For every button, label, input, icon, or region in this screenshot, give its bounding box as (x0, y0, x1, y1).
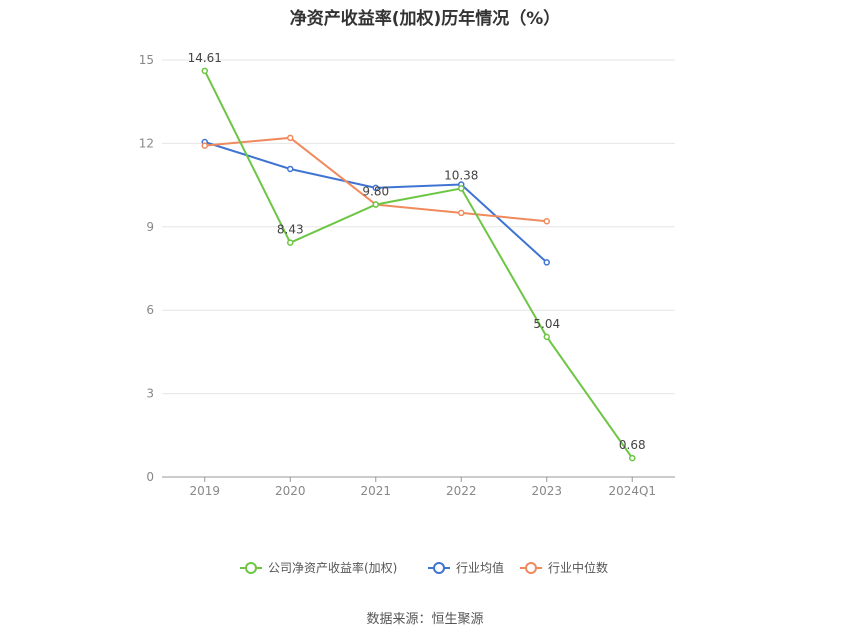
legend: 公司净资产收益率(加权) 行业均值 行业中位数 (240, 560, 608, 575)
data-label: 8.43 (277, 223, 304, 237)
legend-swatch-marker (245, 562, 257, 574)
legend-swatch-marker (433, 562, 445, 574)
data-point (201, 67, 208, 75)
y-tick-label: 0 (146, 470, 154, 484)
y-tick-label: 15 (139, 53, 154, 67)
data-point (543, 217, 550, 225)
data-label: 5.04 (533, 317, 560, 331)
x-tick-label: 2021 (360, 484, 391, 498)
data-point (372, 184, 379, 192)
data-point (201, 142, 208, 149)
data-label: 14.61 (188, 51, 222, 65)
grid-lines (162, 59, 675, 395)
series-line (204, 136, 547, 223)
source-note: 数据来源：恒生聚源 (366, 612, 484, 627)
data-point (287, 134, 294, 142)
data-point (543, 259, 550, 266)
legend-swatch-marker (525, 562, 537, 574)
data-point (629, 454, 636, 462)
data-point (372, 201, 379, 208)
y-tick-label: 9 (146, 220, 154, 234)
legend-label: 公司净资产收益率(加权) (268, 560, 397, 575)
x-tick-label: 2020 (275, 484, 306, 498)
chart-title: 净资产收益率(加权)历年情况（%） (289, 9, 561, 29)
axes: 0 3 6 9 12 15 2019 2020 2021 2022 2023 2024Q1 (139, 53, 675, 498)
data-labels: 14.61 8.43 9.80 10.38 5.04 0.68 (188, 51, 646, 452)
data-point (287, 165, 294, 173)
x-tick-label: 2022 (446, 484, 477, 498)
y-tick-label: 6 (146, 303, 154, 317)
y-tick-label: 3 (146, 387, 154, 401)
data-label: 0.68 (619, 438, 646, 452)
x-tick-label: 2019 (189, 484, 220, 498)
data-label: 10.38 (444, 168, 478, 182)
data-point (458, 185, 465, 192)
series-line (203, 70, 634, 459)
data-point (287, 239, 294, 246)
data-label: 9.80 (362, 185, 389, 199)
data-point (458, 209, 465, 217)
x-tick-label: 2024Q1 (608, 484, 656, 498)
legend-label: 行业均值 (456, 560, 504, 575)
series-lines (201, 67, 636, 462)
legend-label: 行业中位数 (548, 560, 608, 575)
y-tick-label: 12 (139, 136, 154, 150)
data-point (543, 333, 550, 341)
x-tick-label: 2023 (531, 484, 562, 498)
